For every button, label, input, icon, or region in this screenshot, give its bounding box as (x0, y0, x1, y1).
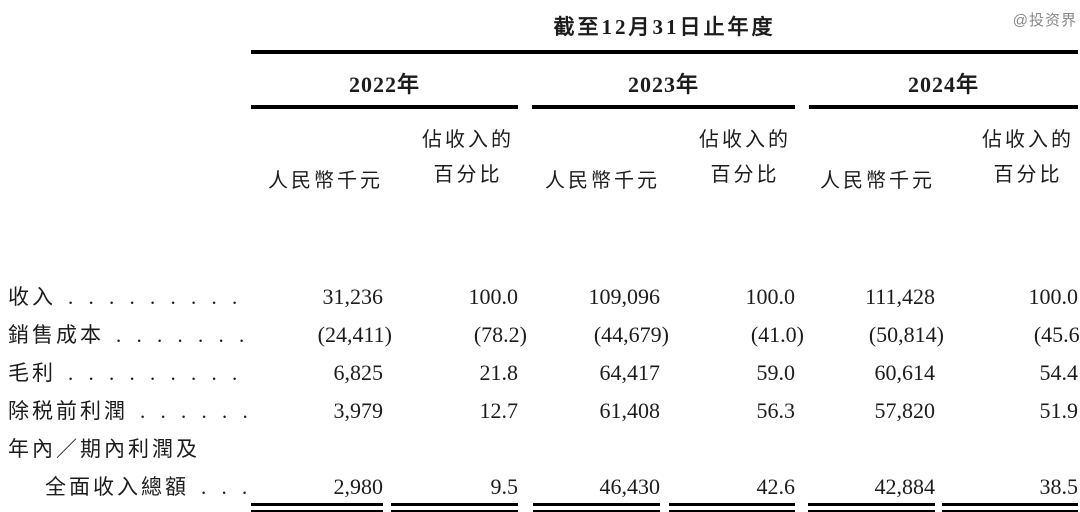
value-cell: 12.7 (479, 397, 519, 423)
value-cell: 61,408 (599, 397, 661, 423)
table-row-total-income-label: 年內／期內利潤及 (8, 423, 1078, 461)
value-cell: 100.0 (1028, 283, 1079, 309)
year-header-2024: 2024年 (809, 54, 1078, 109)
table-row-gross-profit: 毛利 . . . . . . . . . . 6,825 21.8 64,417… (8, 347, 1078, 385)
row-label: 銷售成本 (8, 322, 104, 347)
double-rule-row (8, 499, 1078, 512)
amount-column-header-2023: 人民幣千元 (545, 170, 660, 192)
pct-header-line1: 佔收入的 (699, 129, 791, 151)
table-row-revenue: 收入 . . . . . . . . . . 31,236 100.0 109,… (8, 271, 1078, 309)
value-cell: 9.5 (490, 473, 519, 499)
value-cell: (44,679) (593, 321, 669, 347)
double-rule (935, 499, 1078, 512)
value-cell: 59.0 (756, 359, 796, 385)
pct-header-line2: 百分比 (993, 164, 1063, 186)
double-rule (251, 499, 383, 512)
dot-leader: . . . . . . . . . . (68, 285, 251, 309)
table-row-cost-of-sales: 銷售成本 . . . . . . . . (24,411) (78.2) (44… (8, 309, 1080, 347)
year-header-2023-cell: 2023年 (518, 52, 795, 109)
pct-column-header-2024: 佔收入的 百分比 (935, 109, 1078, 193)
amount-column-header-2024: 人民幣千元 (820, 170, 935, 192)
value-cell: 51.9 (1039, 397, 1079, 423)
amount-column-header-2022: 人民幣千元 (268, 170, 383, 192)
double-rule (383, 499, 518, 512)
dot-leader: . . . . . . . . . . (68, 361, 251, 385)
row-label: 除税前利潤 (8, 398, 128, 423)
row-label-cell: 銷售成本 . . . . . . . . (8, 309, 251, 347)
value-cell: 2,980 (333, 473, 384, 499)
dot-leader: . . . . . . (140, 399, 248, 423)
value-cell: 42,884 (874, 473, 936, 499)
spacer-row (8, 193, 1078, 271)
value-cell: (24,411) (317, 321, 392, 347)
double-rule (795, 499, 935, 512)
value-cell (251, 423, 383, 461)
row-label: 年內／期內利潤及 (8, 436, 200, 461)
pct-header-line2: 百分比 (710, 164, 780, 186)
value-cell (383, 423, 518, 461)
pct-header-line1: 佔收入的 (422, 129, 514, 151)
value-cell (795, 423, 935, 461)
value-cell: 60,614 (874, 359, 936, 385)
value-cell: 100.0 (468, 283, 519, 309)
row-label-cell: 毛利 . . . . . . . . . . (8, 347, 251, 385)
value-cell: 57,820 (874, 397, 936, 423)
pct-header-line2: 百分比 (433, 164, 503, 186)
row-label-cell: 除税前利潤 . . . . . . (8, 385, 251, 423)
value-cell (935, 423, 1078, 461)
value-cell: 6,825 (333, 359, 384, 385)
double-rule (660, 499, 795, 512)
row-label-cell: 收入 . . . . . . . . . . (8, 271, 251, 309)
year-header-row: 2022年 2023年 2024年 (8, 52, 1078, 109)
year-header-2022: 2022年 (251, 54, 518, 109)
value-cell: 3,979 (333, 397, 384, 423)
value-cell: 54.4 (1039, 359, 1079, 385)
pct-column-header-2022: 佔收入的 百分比 (383, 109, 518, 193)
empty-cell (8, 499, 251, 512)
empty-cell (8, 52, 251, 109)
dot-leader: . . . . . . . . (116, 323, 251, 347)
value-cell: (78.2) (473, 321, 527, 347)
financial-summary-table: 截至12月31日止年度 2022年 2023年 2024年 人民幣千元 佔收入的… (8, 0, 1080, 512)
row-label: 全面收入總額 (45, 474, 189, 499)
value-cell: 46,430 (599, 473, 661, 499)
double-rule (518, 499, 660, 512)
row-label-cell: 年內／期內利潤及 (8, 423, 251, 461)
table-row-profit-before-tax: 除税前利潤 . . . . . . 3,979 12.7 61,408 56.3… (8, 385, 1078, 423)
value-cell (518, 423, 660, 461)
year-header-2024-cell: 2024年 (795, 52, 1078, 109)
value-cell: 38.5 (1039, 473, 1079, 499)
table-row-total-income-values: 全面收入總額 . . . 2,980 9.5 46,430 42.6 42,88… (8, 461, 1078, 499)
watermark: @投资界 (1012, 12, 1077, 29)
value-cell: 100.0 (745, 283, 796, 309)
value-cell: 31,236 (322, 283, 384, 309)
pct-column-header-2023: 佔收入的 百分比 (660, 109, 795, 193)
value-cell: 21.8 (479, 359, 519, 385)
value-cell: 56.3 (756, 397, 796, 423)
year-header-2022-cell: 2022年 (251, 52, 518, 109)
value-cell: 64,417 (599, 359, 661, 385)
pct-header-line1: 佔收入的 (982, 129, 1074, 151)
row-label-cell: 全面收入總額 . . . (8, 461, 251, 499)
row-label: 毛利 (8, 360, 56, 385)
period-header: 截至12月31日止年度 (251, 0, 1078, 54)
row-label: 收入 (8, 284, 56, 309)
column-header-row: 人民幣千元 佔收入的 百分比 人民幣千元 佔收入的 百分比 人民幣千元 佔收入的… (8, 109, 1078, 193)
value-cell: 109,096 (588, 283, 661, 309)
value-cell: 42.6 (756, 473, 796, 499)
empty-cell (8, 0, 251, 52)
period-header-row: 截至12月31日止年度 (8, 0, 1078, 54)
year-header-2023: 2023年 (532, 54, 795, 109)
value-cell: (50,814) (868, 321, 944, 347)
value-cell (660, 423, 795, 461)
value-cell: (45.6) (1033, 321, 1080, 347)
value-cell: 111,428 (865, 283, 935, 309)
dot-leader: . . . (201, 475, 248, 499)
empty-cell (8, 109, 251, 193)
value-cell: (41.0) (750, 321, 804, 347)
